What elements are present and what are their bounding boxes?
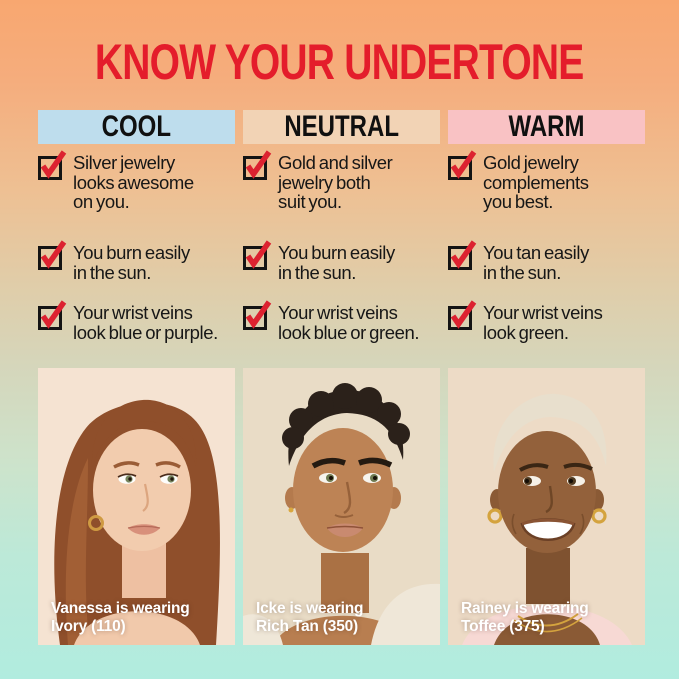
checklist-item: You burn easily in the sun. [38,239,235,282]
checklist-line: look green. [483,321,569,343]
checklist-item: Gold jewelry complements you best. [448,149,645,212]
checklist-item: Your wrist veins look blue or purple. [38,299,235,342]
photo-icke: Icke is wearing Rich Tan (350) [243,368,440,645]
checkbox-checked-icon [243,149,272,180]
caption-line: Rainey is wearing [461,600,589,617]
caption-line: Vanessa is wearing [51,600,190,617]
page-title: KNOW YOUR UNDERTONE [0,33,679,91]
photo-caption: Icke is wearing Rich Tan (350) [256,600,363,636]
checklist-text: Gold jewelry complements you best. [483,151,589,212]
checklist-line: in the sun. [483,261,561,283]
checklist-line: you best. [483,191,553,212]
checklist-text: Your wrist veins look blue or green. [278,301,420,343]
checklist-line: You burn easily [278,242,395,263]
column-header-neutral: NEUTRAL [243,110,440,144]
checklist-line: Silver jewelry [73,152,175,173]
photo-caption: Vanessa is wearing Ivory (110) [51,600,190,636]
checklist-text: Your wrist veins look blue or purple. [73,301,218,342]
checklist-line: complements [483,171,589,193]
portrait-illustration [448,368,645,645]
column-header-cool: COOL [38,110,235,144]
checklist-line: Your wrist veins [73,302,193,323]
caption-line: Icke is wearing [256,600,364,617]
photo-rainey: Rainey is wearing Toffee (375) [448,368,645,645]
checklist-line: Gold jewelry [483,152,579,173]
checklist-item: Your wrist veins look blue or green. [243,299,440,343]
checklist-line: You burn easily [73,242,190,263]
checkbox-checked-icon [448,149,477,180]
checklist-item: You burn easily in the sun. [243,239,440,282]
checkbox-checked-icon [38,239,67,270]
checklist-text: You burn easily in the sun. [278,241,395,282]
column-warm: WARM Gold jewelry complements you best. … [448,110,645,360]
caption-shade: Rich Tan (350) [256,618,358,635]
checklist-line: You tan easily [483,242,589,263]
checklist-item: You tan easily in the sun. [448,239,645,282]
checkbox-checked-icon [243,239,272,270]
checkbox-checked-icon [243,299,272,330]
checklist-line: Your wrist veins [483,302,603,323]
checklist-item: Your wrist veins look green. [448,299,645,343]
checkbox-checked-icon [448,239,477,270]
checklist-line: in the sun. [278,261,356,283]
checklist-line: suit you. [278,191,342,212]
caption-shade: Toffee (375) [461,618,545,635]
checklist-line: in the sun. [73,261,151,283]
portrait-illustration [38,368,235,645]
checklist-text: You tan easily in the sun. [483,241,589,282]
checklist-line: on you. [73,191,130,212]
checklist-item: Gold and silver jewelry both suit you. [243,149,440,212]
checklist-text: Gold and silver jewelry both suit you. [278,151,393,212]
checklist-text: Your wrist veins look green. [483,301,603,343]
checklist-line: jewelry both [278,171,371,193]
column-neutral: NEUTRAL Gold and silver jewelry both sui… [243,110,440,360]
checkbox-checked-icon [38,149,67,180]
caption-shade: Ivory (110) [51,618,126,635]
column-header-warm: WARM [448,110,645,144]
checklist-item: Silver jewelry looks awesome on you. [38,149,235,212]
checklist-line: Gold and silver [278,152,393,173]
checklist-line: look blue or purple. [73,321,218,343]
checkbox-checked-icon [448,299,477,330]
photo-vanessa: Vanessa is wearing Ivory (110) [38,368,235,645]
checklist-line: Your wrist veins [278,302,398,323]
checklist-text: Silver jewelry looks awesome on you. [73,151,194,212]
checklist-line: look blue or green. [278,321,420,343]
checklist-line: looks awesome [73,171,194,193]
page-title-text: KNOW YOUR UNDERTONE [95,34,584,90]
photo-caption: Rainey is wearing Toffee (375) [461,600,589,636]
portrait-illustration [243,368,440,645]
checklist-text: You burn easily in the sun. [73,241,190,282]
column-cool: COOL Silver jewelry looks awesome on you… [38,110,235,360]
checkbox-checked-icon [38,299,67,330]
